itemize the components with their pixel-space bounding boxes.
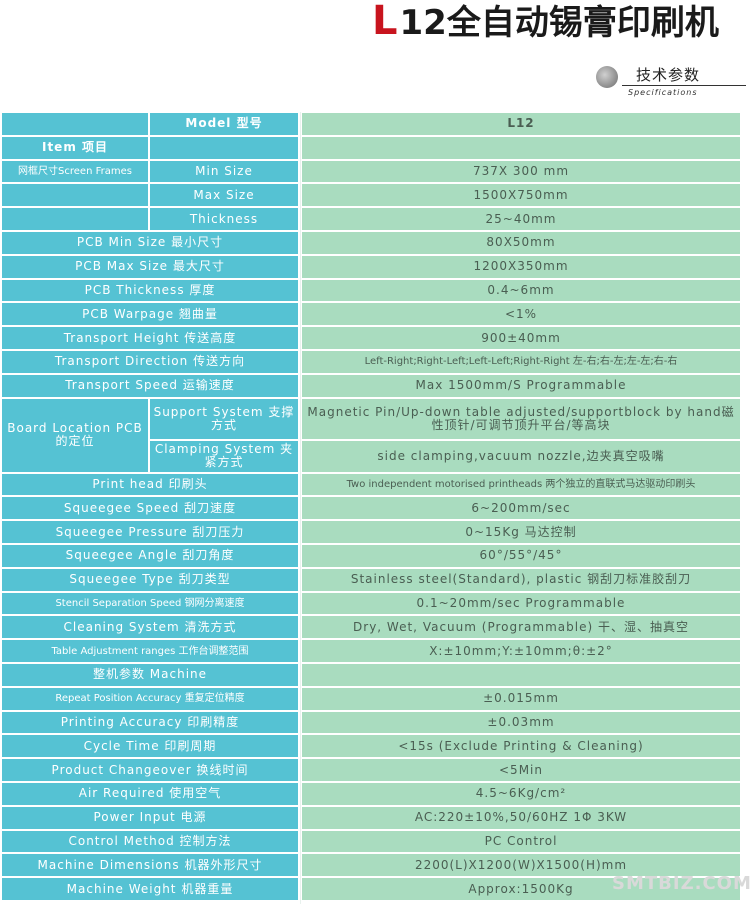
support-system-label: Support System 支撑方式 xyxy=(150,398,298,439)
spec-label: Transport Height 传送高度 xyxy=(2,327,298,349)
spec-label: Repeat Position Accuracy 重复定位精度 xyxy=(2,687,298,710)
spec-value: <1% xyxy=(302,303,740,326)
spec-value: Approx:1500Kg xyxy=(302,878,740,900)
spec-value: 1200X350mm xyxy=(302,255,740,278)
spec-label: Transport Speed 运输速度 xyxy=(2,374,298,397)
spec-label: Table Adjustment ranges 工作台调整范围 xyxy=(2,640,298,662)
screen-frames-sub-label: Min Size xyxy=(150,160,298,183)
spec-label: Squeegee Type 刮刀类型 xyxy=(2,568,298,591)
screen-frames-value: 737X 300 mm xyxy=(302,160,740,183)
underline xyxy=(622,85,746,86)
spec-value: 60°/55°/45° xyxy=(302,545,740,567)
spec-label: PCB Min Size 最小尺寸 xyxy=(2,232,298,254)
screen-frames-label: 网框尺寸Screen Frames xyxy=(2,160,148,183)
column-divider xyxy=(300,112,301,904)
spec-label: Machine Dimensions 机器外形尺寸 xyxy=(2,854,298,877)
spec-value: AC:220±10%,50/60HZ 1Φ 3KW xyxy=(302,806,740,829)
spec-label: Cycle Time 印刷周期 xyxy=(2,735,298,758)
spec-value: 0.1~20mm/sec Programmable xyxy=(302,592,740,615)
spec-value: <15s (Exclude Printing & Cleaning) xyxy=(302,735,740,758)
spec-value: 6~200mm/sec xyxy=(302,497,740,520)
spec-label: Print head 印刷头 xyxy=(2,473,298,496)
spec-label: Air Required 使用空气 xyxy=(2,783,298,805)
clamping-system-value: side clamping,vacuum nozzle,边夹真空吸嘴 xyxy=(302,440,740,472)
spec-value: <5Min xyxy=(302,759,740,781)
spec-value: ±0.015mm xyxy=(302,687,740,710)
spec-label: PCB Warpage 翘曲量 xyxy=(2,303,298,326)
item-label: Item 项目 xyxy=(2,136,148,159)
spec-label: Cleaning System 清洗方式 xyxy=(2,616,298,639)
item-blank-cell xyxy=(150,136,298,159)
spec-label: Control Method 控制方法 xyxy=(2,830,298,853)
spec-label: Product Changeover 换线时间 xyxy=(2,759,298,781)
title-text: 12全自动锡膏印刷机 xyxy=(399,3,719,43)
spec-value xyxy=(302,664,740,686)
spec-label: 整机参数 Machine xyxy=(2,664,298,686)
spec-label: Printing Accuracy 印刷精度 xyxy=(2,711,298,734)
screen-frames-value: 25~40mm xyxy=(302,208,740,230)
watermark: SMTBIZ.COM xyxy=(612,873,750,894)
section-title-cn: 技术参数 xyxy=(636,66,701,84)
spec-label: Machine Weight 机器重量 xyxy=(2,878,298,900)
spec-label: Squeegee Angle 刮刀角度 xyxy=(2,545,298,567)
spec-value: 900±40mm xyxy=(302,327,740,349)
title-letter: L xyxy=(372,0,398,44)
spec-value: 0~15Kg 马达控制 xyxy=(302,521,740,543)
spec-label: Squeegee Pressure 刮刀压力 xyxy=(2,521,298,543)
spec-value: ±0.03mm xyxy=(302,711,740,734)
spec-value: 2200(L)X1200(W)X1500(H)mm xyxy=(302,854,740,877)
screen-frames-value: 1500X750mm xyxy=(302,184,740,207)
item-value-blank xyxy=(302,136,740,159)
support-system-value: Magnetic Pin/Up-down table adjusted/supp… xyxy=(302,398,740,439)
screen-frames-blank-cell xyxy=(2,208,148,230)
spec-value: 80X50mm xyxy=(302,232,740,254)
header-blank-cell xyxy=(2,113,148,135)
section-title-en: Specifications xyxy=(628,88,698,97)
screen-frames-sub-label: Max Size xyxy=(150,184,298,207)
spec-label: PCB Thickness 厚度 xyxy=(2,279,298,302)
clamping-system-label: Clamping System 夹紧方式 xyxy=(150,440,298,472)
spec-label: Squeegee Speed 刮刀速度 xyxy=(2,497,298,520)
spec-value: Dry, Wet, Vacuum (Programmable) 干、湿、抽真空 xyxy=(302,616,740,639)
page-title: L 12全自动锡膏印刷机 xyxy=(372,0,719,44)
spec-value: PC Control xyxy=(302,830,740,853)
screen-frames-sub-label: Thickness xyxy=(150,208,298,230)
board-location-label: Board Location PCB的定位 xyxy=(2,398,148,472)
specifications-heading: 技术参数 Specifications xyxy=(596,64,746,102)
spec-value: Stainless steel(Standard), plastic 钢刮刀标准… xyxy=(302,568,740,591)
spec-value: X:±10mm;Y:±10mm;θ:±2° xyxy=(302,640,740,662)
spec-value: Max 1500mm/S Programmable xyxy=(302,374,740,397)
spec-label: PCB Max Size 最大尺寸 xyxy=(2,255,298,278)
spec-label: Power Input 电源 xyxy=(2,806,298,829)
model-value: L12 xyxy=(302,113,740,135)
bullet-icon xyxy=(596,66,618,88)
spec-value: 4.5~6Kg/cm² xyxy=(302,783,740,805)
spec-label: Stencil Separation Speed 钢网分离速度 xyxy=(2,592,298,615)
model-label: Model 型号 xyxy=(150,113,298,135)
spec-value: Left-Right;Right-Left;Left-Left;Right-Ri… xyxy=(302,351,740,373)
spec-label: Transport Direction 传送方向 xyxy=(2,351,298,373)
screen-frames-blank-cell xyxy=(2,184,148,207)
spec-value: Two independent motorised printheads 两个独… xyxy=(302,473,740,496)
spec-value: 0.4~6mm xyxy=(302,279,740,302)
